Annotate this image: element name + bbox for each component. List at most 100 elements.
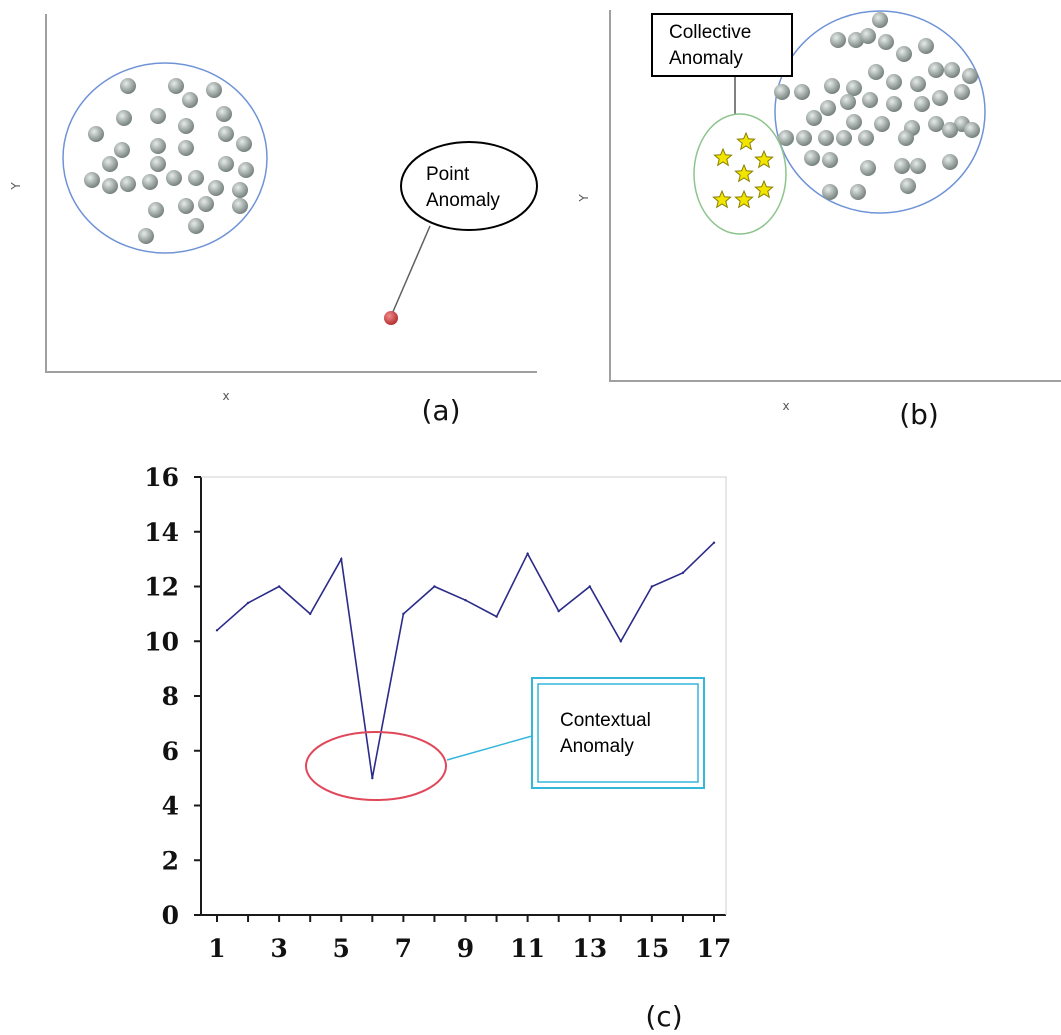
cluster-point <box>182 92 198 108</box>
collective-anomaly-stars <box>712 131 774 209</box>
panel-c-caption: (c) <box>645 1000 682 1033</box>
y-tick-label: 8 <box>162 682 179 711</box>
cluster-point <box>818 130 834 146</box>
panel-b-x-axis-label: x <box>782 399 789 413</box>
cluster-point <box>886 74 902 90</box>
anomaly-star <box>736 131 756 151</box>
point-anomaly-dot <box>384 311 398 325</box>
y-tick-label: 16 <box>144 463 179 492</box>
cluster-point <box>150 108 166 124</box>
panel-a-caption: (a) <box>421 394 460 427</box>
cluster-point <box>918 38 934 54</box>
cluster-point <box>206 82 222 98</box>
cluster-point <box>942 154 958 170</box>
data-point <box>495 615 498 618</box>
panel-a-point-anomaly: Y x Point Anomaly (a) <box>9 14 538 427</box>
y-tick-label: 4 <box>162 792 179 821</box>
cluster-point <box>804 150 820 166</box>
data-point <box>650 585 654 588</box>
cluster-point <box>850 184 866 200</box>
data-point <box>433 585 436 588</box>
contextual-anomaly-label-line1: Contextual <box>560 710 651 731</box>
data-point <box>308 612 312 616</box>
cluster-point <box>138 228 154 244</box>
cluster-point <box>120 176 136 192</box>
point-anomaly-label-line1: Point <box>426 164 470 185</box>
cluster-point <box>794 84 810 100</box>
cluster-point <box>846 114 862 130</box>
cluster-point <box>84 172 100 188</box>
cluster-point <box>900 178 916 194</box>
cluster-point <box>116 110 132 126</box>
data-point <box>277 585 281 588</box>
panel-b-collective-anomaly: Y x Collective Anomaly (b) <box>577 10 1061 431</box>
x-tick-label: 15 <box>634 934 669 963</box>
cluster-point <box>88 126 104 142</box>
cluster-point <box>822 152 838 168</box>
y-tick-label: 10 <box>144 627 179 656</box>
normal-cluster-outline <box>774 10 986 214</box>
y-tick-label: 0 <box>162 901 179 930</box>
x-tick-label: 3 <box>270 934 287 963</box>
normal-cluster-outline <box>62 62 268 254</box>
cluster-point <box>232 182 248 198</box>
panel-b-axes <box>609 10 1061 382</box>
data-point <box>526 552 529 555</box>
contextual-anomaly-callout-box <box>531 677 705 789</box>
y-tick-label: 2 <box>162 846 179 875</box>
cluster-point <box>218 126 234 142</box>
cluster-point <box>962 68 978 84</box>
cluster-point <box>102 178 118 194</box>
contextual-anomaly-label-line2: Anomaly <box>560 736 634 757</box>
data-point <box>619 640 623 643</box>
cluster-point <box>806 110 822 126</box>
cluster-point <box>166 170 182 186</box>
y-tick-label: 12 <box>144 573 179 602</box>
cluster-point <box>944 62 960 78</box>
cluster-point <box>120 78 136 94</box>
contextual-anomaly-callout-inner <box>537 683 699 783</box>
x-tick-label: 5 <box>333 934 350 963</box>
data-point <box>681 571 685 575</box>
data-point <box>371 776 374 780</box>
panel-b-y-axis-label: Y <box>577 194 591 203</box>
cluster-point <box>928 116 944 132</box>
cluster-point <box>178 118 194 134</box>
cluster-point <box>886 96 902 112</box>
cluster-point <box>830 32 846 48</box>
x-tick-label: 11 <box>510 934 545 963</box>
contextual-anomaly-highlight <box>305 731 447 801</box>
cluster-point <box>896 46 912 62</box>
y-tick-label: 14 <box>144 518 179 547</box>
anomaly-star <box>754 149 774 169</box>
cluster-point <box>910 158 926 174</box>
cluster-point <box>774 84 790 100</box>
anomaly-star <box>754 179 774 199</box>
data-point <box>340 557 343 561</box>
cluster-point <box>796 130 812 146</box>
cluster-point <box>860 28 876 44</box>
cluster-point <box>150 156 166 172</box>
collective-anomaly-label-line1: Collective <box>669 22 751 43</box>
point-anomaly-label-line2: Anomaly <box>426 190 500 211</box>
x-tick-label: 17 <box>697 934 732 963</box>
collective-anomaly-label-line2: Anomaly <box>669 48 743 69</box>
panel-a-x-axis-label: x <box>222 389 229 403</box>
cluster-point <box>218 156 234 172</box>
panel-a-y-axis-label: Y <box>9 182 23 191</box>
point-anomaly-callout-bubble <box>400 141 538 231</box>
data-point <box>464 598 467 602</box>
normal-cluster-points <box>84 78 254 244</box>
data-point <box>712 541 716 544</box>
cluster-point <box>928 62 944 78</box>
cluster-point <box>236 136 252 152</box>
cluster-point <box>114 142 130 158</box>
cluster-point <box>954 84 970 100</box>
data-point <box>588 585 591 588</box>
cluster-point <box>872 12 888 28</box>
cluster-point <box>150 138 166 154</box>
cluster-point <box>914 96 930 112</box>
cluster-point <box>858 130 874 146</box>
